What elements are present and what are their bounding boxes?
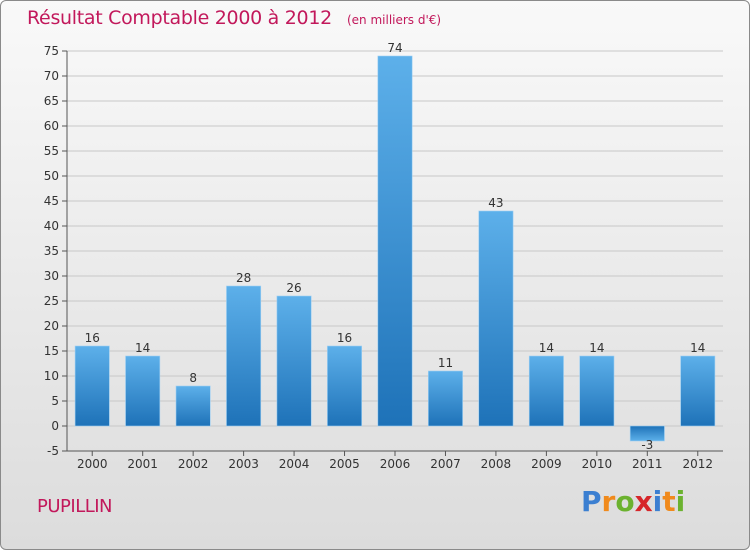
x-tick-label-2004: 2004: [279, 457, 310, 471]
x-tick-label-2011: 2011: [632, 457, 663, 471]
bar-2003: [226, 285, 262, 427]
y-tick-label: 15: [44, 344, 59, 358]
y-tick-label: 10: [44, 369, 59, 383]
y-tick-label: 20: [44, 319, 59, 333]
y-tick-label: 30: [44, 269, 59, 283]
x-tick-label-2005: 2005: [329, 457, 360, 471]
data-label-2012: 14: [690, 341, 705, 355]
chart-title-row: Résultat Comptable 2000 à 2012 (en milli…: [27, 7, 441, 29]
y-tick-label: 35: [44, 244, 59, 258]
y-tick-label: 40: [44, 219, 59, 233]
y-tick-label: 65: [44, 94, 59, 108]
y-tick-label: 45: [44, 194, 59, 208]
bar-2009: [528, 355, 564, 427]
y-tick-label: 25: [44, 294, 59, 308]
y-tick-label: 70: [44, 69, 59, 83]
data-label-2000: 16: [85, 331, 100, 345]
data-label-2001: 14: [135, 341, 150, 355]
x-tick-label-2006: 2006: [380, 457, 411, 471]
x-tick-label-2010: 2010: [582, 457, 613, 471]
bar-2011: [629, 425, 665, 442]
y-tick-label: 50: [44, 169, 59, 183]
chart-title: Résultat Comptable 2000 à 2012: [27, 7, 332, 29]
proxiti-logo[interactable]: Proxiti: [581, 485, 686, 518]
bar-chart: 16 14 8 28 26 16 74 11 43 14 14 -3 14 -5 0 5 10 15 20 25 30…: [44, 41, 723, 471]
bar-2001: [125, 355, 161, 427]
chart-unit: (en milliers d'€): [346, 13, 442, 27]
x-tick-label-2002: 2002: [178, 457, 209, 471]
y-tick-label: 0: [51, 419, 59, 433]
data-label-2003: 28: [236, 271, 251, 285]
x-tick-label-2009: 2009: [531, 457, 562, 471]
data-label-2009: 14: [539, 341, 554, 355]
commune-name: PUPILLIN: [37, 496, 113, 517]
y-tick-label: 55: [44, 144, 59, 158]
y-tick-label: 60: [44, 119, 59, 133]
bar-2007: [428, 370, 463, 427]
x-tick-label-2003: 2003: [228, 457, 259, 471]
y-tick-label: -5: [47, 444, 59, 458]
x-tick-label-2008: 2008: [481, 457, 512, 471]
x-tick-label-2001: 2001: [127, 457, 158, 471]
x-tick-label-2012: 2012: [682, 457, 713, 471]
bar-2005: [327, 345, 362, 427]
x-tick-label-2007: 2007: [430, 457, 461, 471]
data-label-2005: 16: [337, 331, 352, 345]
bar-2012: [680, 355, 716, 427]
bar-2004: [276, 295, 312, 427]
data-label-2010: 14: [589, 341, 604, 355]
y-tick-label: 5: [51, 394, 59, 408]
data-label-2002: 8: [189, 371, 197, 385]
data-label-2007: 11: [438, 356, 453, 370]
x-tick-label-2000: 2000: [77, 457, 108, 471]
data-label-2004: 26: [286, 281, 301, 295]
data-label-2006: 74: [387, 41, 402, 55]
bar-2006: [377, 55, 413, 427]
bar-2010: [579, 355, 615, 427]
bar-2002: [175, 385, 211, 427]
data-label-2011: -3: [641, 438, 653, 452]
y-tick-label: 75: [44, 44, 59, 58]
data-label-2008: 43: [488, 196, 503, 210]
bar-2000: [74, 345, 110, 427]
bar-2008: [478, 210, 514, 427]
